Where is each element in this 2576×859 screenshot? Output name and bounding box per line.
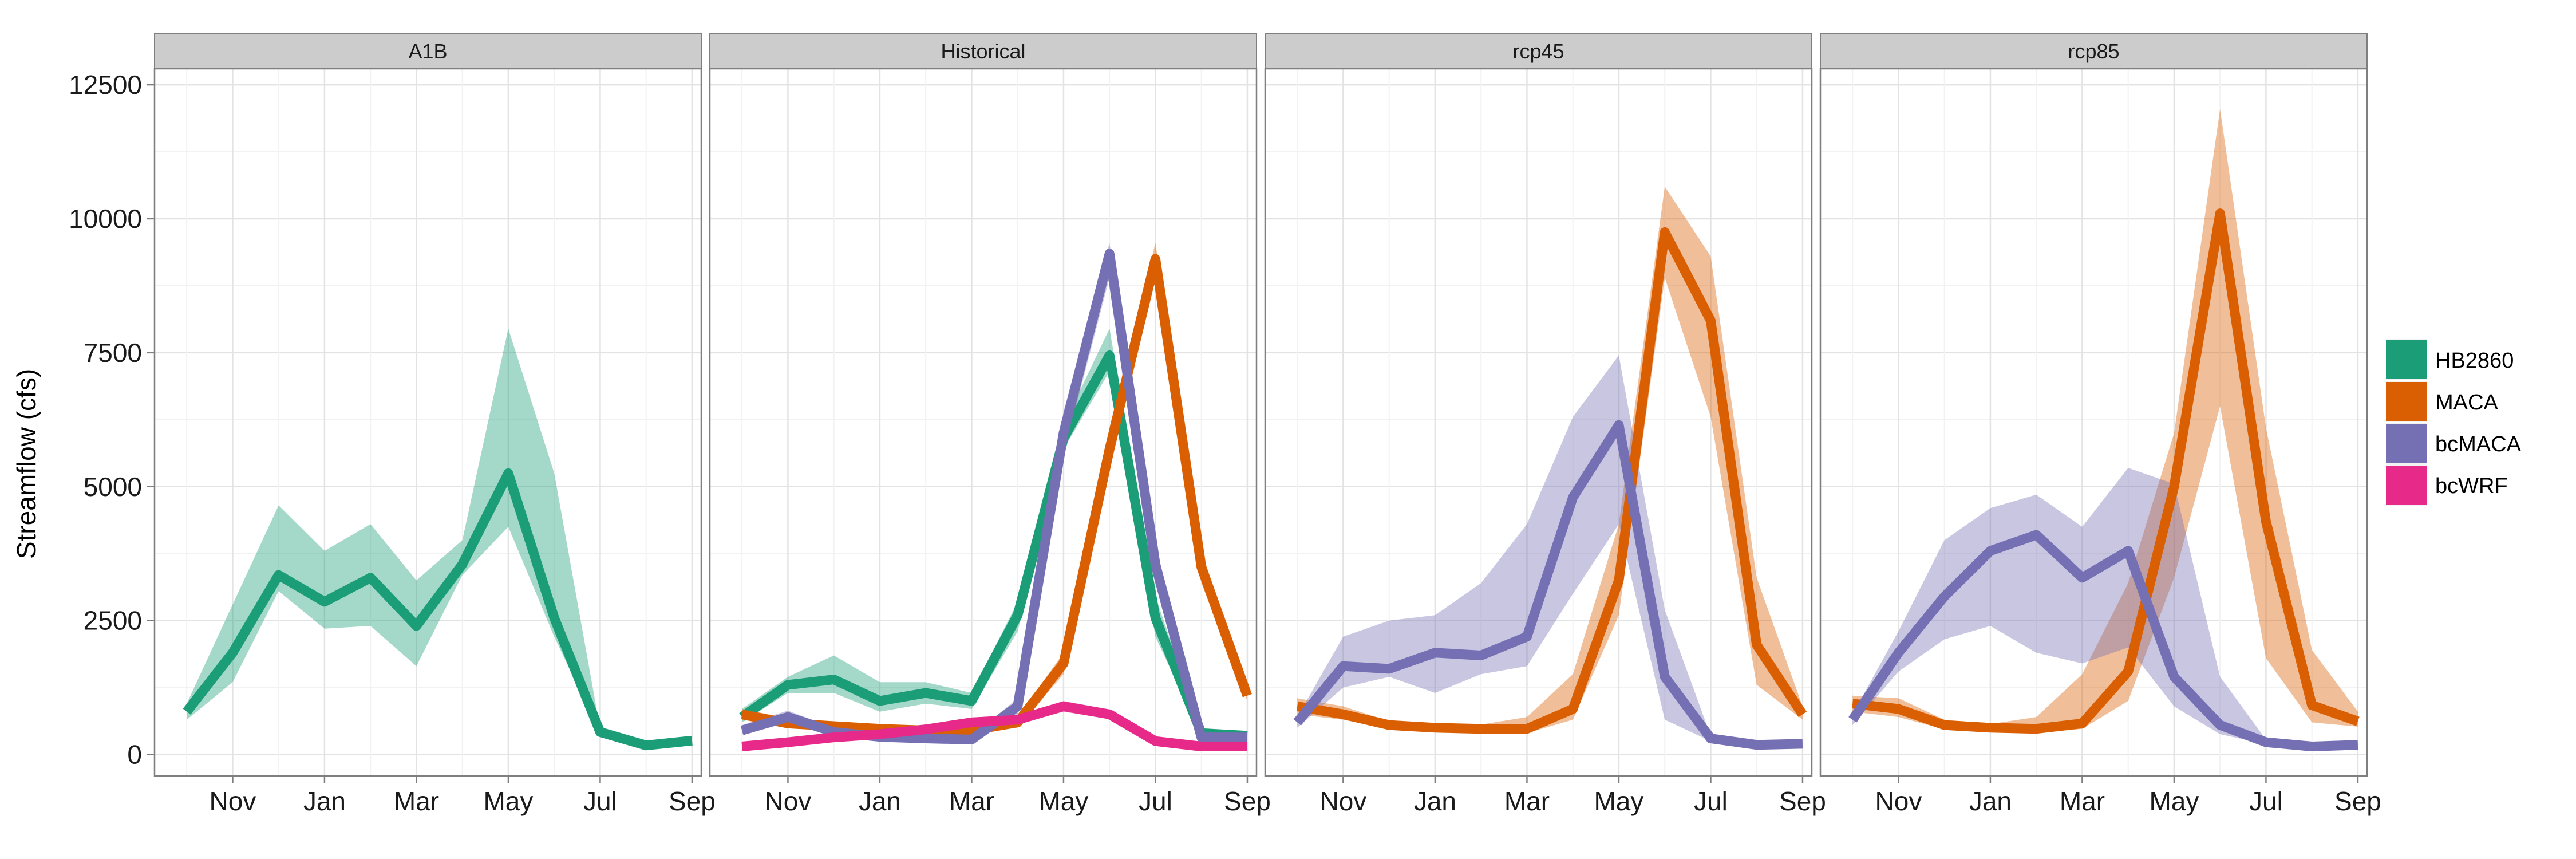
- panel-border: [1819, 68, 2368, 777]
- series-line-bcmaca: [1293, 420, 1803, 750]
- legend-swatch: [2386, 424, 2427, 463]
- legend-label: bcMACA: [2435, 432, 2522, 456]
- facet-panels: A1B Nov Jan Mar May Jul Sep Historical Nov Jan Mar…: [153, 33, 2381, 816]
- x-tick-label: Nov: [765, 786, 812, 816]
- x-tick-label: May: [1038, 786, 1088, 816]
- x-tick-label: Sep: [1224, 786, 1271, 816]
- x-tick-label: Nov: [1875, 786, 1922, 816]
- facet-strip: [1265, 33, 1812, 69]
- facet-strip: [709, 33, 1257, 69]
- y-tick-label: 5000: [84, 472, 142, 502]
- x-tick-label: Jul: [583, 786, 617, 816]
- x-tick-label: Sep: [669, 786, 716, 816]
- x-tick-label: Jan: [1969, 786, 2012, 816]
- legend-label: bcWRF: [2435, 474, 2508, 498]
- facet-title: rcp45: [1512, 40, 1564, 63]
- plot-background: [1820, 69, 2367, 776]
- plot-background: [710, 69, 1257, 776]
- facet-panel-historical: Historical Nov Jan Mar May Jul Sep: [709, 33, 1271, 816]
- y-tick-label: 7500: [84, 338, 142, 368]
- series-line-hb2860: [739, 350, 1248, 741]
- x-tick-label: Jan: [859, 786, 901, 816]
- facet-panel-rcp45: rcp45 Nov Jan Mar May Jul Sep: [1264, 33, 1826, 816]
- x-tick-label: Mar: [2060, 786, 2105, 816]
- y-tick-label: 12500: [69, 70, 142, 100]
- y-axis-title: Streamflow (cfs): [11, 369, 41, 559]
- series-line-bcwrf: [741, 701, 1247, 751]
- series-line-maca: [1852, 208, 2360, 734]
- x-tick-label: May: [1594, 786, 1643, 816]
- facet-title: A1B: [408, 40, 447, 63]
- gridlines: [155, 69, 701, 776]
- legend-item-bcwrf: bcWRF: [2386, 464, 2508, 506]
- y-tick-label: 0: [127, 740, 142, 770]
- legend-item-hb2860: HB2860: [2386, 339, 2514, 380]
- gridlines: [1265, 69, 1812, 776]
- x-tick-label: Jul: [2249, 786, 2283, 816]
- facet-strip: [1820, 33, 2368, 69]
- facet-panel-rcp85: rcp85 Nov Jan Mar May Jul Sep: [1819, 33, 2381, 816]
- ribbon-bcmaca: [1852, 468, 2358, 748]
- x-tick-label: Jul: [1694, 786, 1728, 816]
- legend-item-bcmaca: bcMACA: [2386, 423, 2522, 464]
- panel-border: [153, 68, 702, 777]
- plot-background: [155, 69, 701, 776]
- y-tick-label: 10000: [69, 204, 142, 234]
- x-tick-label: Sep: [2334, 786, 2381, 816]
- legend-label: MACA: [2435, 391, 2498, 415]
- facet-title: rcp85: [2068, 40, 2119, 63]
- series-line-hb2860: [183, 468, 693, 751]
- ribbon-bcmaca: [1297, 355, 1803, 747]
- x-tick-label: May: [2149, 786, 2199, 816]
- panel-border: [1264, 68, 1813, 777]
- legend-swatch: [2386, 466, 2427, 505]
- x-tick-label: Nov: [1320, 786, 1367, 816]
- x-tick-label: May: [483, 786, 533, 816]
- x-tick-label: Mar: [1504, 786, 1550, 816]
- legend-label: HB2860: [2435, 349, 2514, 373]
- x-tick-label: Jan: [1414, 786, 1456, 816]
- legend-swatch: [2386, 340, 2427, 379]
- y-axis: 0 2500 5000 7500 10000 12500: [69, 70, 155, 770]
- facet-title: Historical: [941, 40, 1025, 63]
- facet-strip: [154, 33, 702, 69]
- x-tick-label: Nov: [210, 786, 256, 816]
- facet-panel-a1b: A1B Nov Jan Mar May Jul Sep: [153, 33, 716, 816]
- x-tick-label: Sep: [1779, 786, 1826, 816]
- panel-border: [709, 68, 1258, 777]
- legend: HB2860 MACA bcMACA bcWRF: [2386, 339, 2522, 506]
- series-line-maca: [1296, 227, 1807, 734]
- legend-swatch: [2386, 382, 2427, 421]
- x-tick-label: Mar: [394, 786, 439, 816]
- y-tick-label: 2500: [84, 606, 142, 636]
- series-line-bcmaca: [1848, 530, 2358, 751]
- x-tick-label: Jul: [1139, 786, 1172, 816]
- x-tick-label: Mar: [949, 786, 994, 816]
- x-tick-label: Jan: [303, 786, 346, 816]
- legend-item-maca: MACA: [2386, 381, 2498, 422]
